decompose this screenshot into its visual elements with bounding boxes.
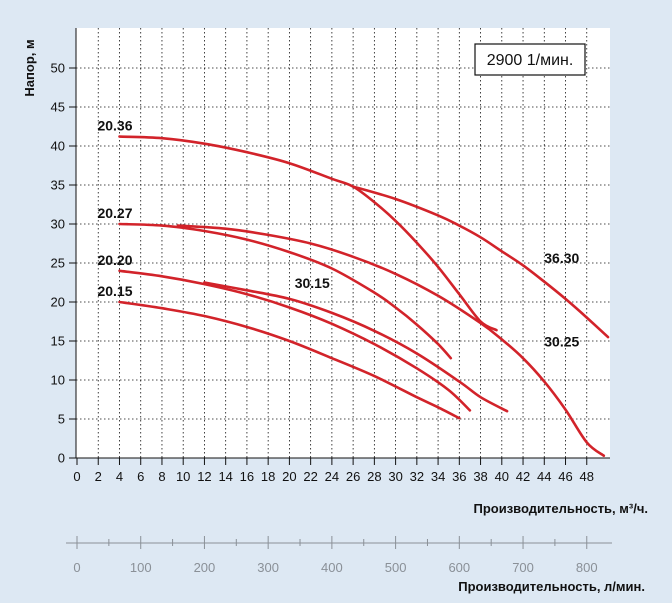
curve-label-30.25: 30.25 [544, 334, 579, 350]
x-tick-label: 32 [410, 469, 424, 484]
y-tick-label: 25 [51, 256, 65, 271]
x-tick-label: 8 [158, 469, 165, 484]
x2-tick-label: 500 [385, 560, 407, 575]
x-tick-label: 0 [73, 469, 80, 484]
y-axis: 0 5 10 15 20 25 30 35 40 45 50 [51, 28, 77, 466]
y-tick-label: 15 [51, 334, 65, 349]
x-tick-label: 6 [137, 469, 144, 484]
curve-20.36 [118, 135, 498, 332]
y-tick-label: 40 [51, 139, 65, 154]
x2-tick-label: 700 [512, 560, 534, 575]
x-axis-title: Производительность, м³/ч. [473, 501, 648, 516]
x2-tick-label: 200 [194, 560, 216, 575]
curve-labels: 20.36 20.27 20.20 20.15 30.15 30.25 36.30 [97, 118, 579, 350]
x-tick-label: 10 [176, 469, 190, 484]
x2-tick-label: 600 [448, 560, 470, 575]
y-tick-label: 35 [51, 178, 65, 193]
y-tick-label: 5 [58, 412, 65, 427]
y-axis-title: Напор, м [22, 39, 37, 96]
x2-tick-label: 400 [321, 560, 343, 575]
x-tick-label: 28 [367, 469, 381, 484]
speed-box [474, 43, 586, 76]
plot-area [76, 28, 610, 458]
curve-label-20.20: 20.20 [97, 252, 132, 268]
curve-label-36.30: 36.30 [544, 250, 579, 266]
x-axis: 0 2 4 6 8 10 12 14 16 18 20 22 24 26 28 30 32 34 36 38 40 42 4… [73, 457, 610, 484]
x-tick-label: 44 [537, 469, 551, 484]
y-tick-label: 30 [51, 217, 65, 232]
x-tick-label: 34 [431, 469, 445, 484]
x-tick-label: 18 [261, 469, 275, 484]
x-tick-label: 16 [240, 469, 254, 484]
curve-label-30.15: 30.15 [295, 275, 330, 291]
x-tick-label: 30 [388, 469, 402, 484]
x-tick-label: 2 [95, 469, 102, 484]
curve-20.27 [118, 222, 453, 360]
speed-label: 2900 1/мин. [487, 52, 574, 69]
curve-36.30 [351, 185, 610, 339]
curve-20.15 [118, 300, 461, 420]
secondary-x-axis-title: Производительность, л/мин. [458, 579, 645, 594]
x-tick-label: 20 [282, 469, 296, 484]
x-tick-label: 22 [303, 469, 317, 484]
y-tick-label: 45 [51, 100, 65, 115]
x2-tick-label: 0 [73, 560, 80, 575]
x-tick-label: 38 [473, 469, 487, 484]
x-tick-label: 4 [116, 469, 123, 484]
x-tick-label: 42 [516, 469, 530, 484]
pump-curves [118, 135, 610, 457]
curve-30.15 [203, 281, 509, 413]
x-tick-label: 48 [580, 469, 594, 484]
curve-label-20.15: 20.15 [97, 283, 132, 299]
x2-tick-label: 800 [576, 560, 598, 575]
curve-label-20.27: 20.27 [97, 205, 132, 221]
y-tick-label: 10 [51, 373, 65, 388]
curve-label-20.36: 20.36 [97, 118, 132, 134]
x-tick-label: 12 [197, 469, 211, 484]
y-tick-label: 20 [51, 295, 65, 310]
curve-30.25 [176, 224, 606, 457]
x2-tick-label: 100 [130, 560, 152, 575]
x-tick-label: 14 [218, 469, 232, 484]
x-tick-label: 40 [495, 469, 509, 484]
x-tick-label: 46 [558, 469, 572, 484]
curve-20.20 [118, 269, 472, 412]
x2-tick-label: 300 [257, 560, 279, 575]
secondary-x-axis: 0 100 200 300 400 500 600 700 800 [66, 536, 612, 575]
x-tick-label: 36 [452, 469, 466, 484]
x-tick-label: 24 [325, 469, 339, 484]
y-tick-label: 50 [51, 61, 65, 76]
y-tick-label: 0 [58, 451, 65, 466]
x-tick-label: 26 [346, 469, 360, 484]
